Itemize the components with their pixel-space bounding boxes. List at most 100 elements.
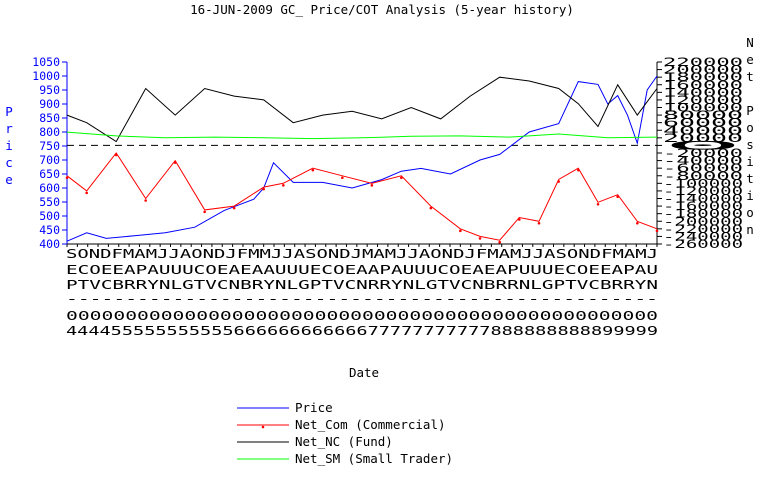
right-tick-label: -140000: [663, 192, 743, 206]
right-axis-label-letter: o: [746, 205, 754, 220]
right-tick-label: -80000: [663, 169, 743, 183]
left-tick-label: 700: [39, 153, 60, 167]
left-axis-label: Price: [5, 104, 13, 187]
right-axis-label-letter: P: [746, 103, 754, 118]
right-axis-label-letter: t: [746, 69, 754, 84]
right-tick-label: -220000: [663, 222, 743, 236]
legend-label: Net_NC (Fund): [295, 434, 393, 449]
right-tick-label: 220000: [663, 55, 743, 69]
series-net-com-point: [232, 206, 236, 210]
left-axis-label-letter: P: [5, 104, 13, 119]
x-axis-label: Date: [349, 365, 379, 380]
legend-swatch-marker: [261, 425, 265, 429]
legend-label: Net_Com (Commercial): [295, 417, 446, 432]
series-net-com-point: [85, 191, 88, 195]
series-net-com-point: [114, 153, 118, 157]
series-net-com-point: [262, 187, 265, 191]
right-tick-label: -180000: [663, 207, 743, 221]
x-label-row: ----------------------------------------…: [66, 292, 658, 306]
series-net-com-point: [498, 240, 501, 244]
right-tick-label: -240000: [663, 229, 743, 243]
x-label-row: ECOEEAPAUUUCOEAEAAUUUECOEAAPAUUUCOEAEAPU…: [66, 263, 658, 277]
series-net-com-point: [616, 195, 619, 199]
left-tick-label: 950: [39, 83, 60, 97]
right-tick-label: 0: [663, 138, 744, 152]
series-layer: [65, 75, 659, 244]
series-net-com-point: [311, 168, 315, 172]
left-tick-label: 450: [39, 223, 60, 237]
right-tick-label: 60000: [663, 116, 743, 130]
series-net-sm-small-trader: [66, 131, 658, 140]
right-tick-label: -20000: [663, 146, 743, 160]
right-tick-label: 20000: [663, 131, 743, 145]
left-axis-ticks: 4004505005506006507007508008509009501000…: [32, 55, 67, 251]
right-tick-label: 100000: [663, 101, 743, 115]
series-net-com-point: [557, 180, 560, 183]
left-axis-label-letter: r: [5, 121, 13, 136]
series-price: [66, 75, 658, 242]
legend-label: Net_SM (Small Trader): [295, 451, 453, 466]
left-tick-label: 850: [39, 111, 60, 125]
right-tick-label: -60000: [663, 161, 743, 175]
right-axis-label-letter: o: [746, 120, 754, 135]
left-tick-label: 750: [39, 139, 60, 153]
axes: [66, 62, 658, 247]
right-tick-label: -200000: [663, 214, 743, 228]
series-net-com-point: [459, 229, 462, 233]
left-tick-label: 800: [39, 125, 60, 139]
right-tick-label: 140000: [663, 85, 743, 99]
series-net-com-point: [537, 221, 541, 225]
right-axis-label-letter: t: [746, 171, 754, 186]
right-tick-label: -160000: [663, 199, 743, 213]
right-tick-label: 180000: [663, 70, 743, 84]
series-net-com-point: [596, 202, 600, 206]
left-tick-label: 900: [39, 97, 60, 111]
right-tick-label: 120000: [663, 93, 743, 107]
series-net-com-point: [577, 168, 580, 172]
right-axis-label-letter: e: [746, 52, 754, 67]
series-net-com-point: [203, 210, 206, 214]
series-net-com-point: [144, 199, 147, 202]
right-tick-label: -100000: [663, 176, 743, 190]
series-net-com-point: [478, 237, 482, 240]
left-tick-label: 1000: [32, 69, 60, 83]
series-net-com-point: [282, 184, 285, 187]
right-axis-ticks: -260000-240000-220000-200000-180000-1600…: [657, 55, 744, 251]
series-net-com-point: [655, 229, 659, 233]
right-tick-label: 80000: [663, 108, 743, 122]
series-net-com-point: [173, 161, 177, 164]
series-net-com-point: [518, 218, 521, 221]
left-tick-label: 400: [39, 237, 60, 251]
chart-title: 16-JUN-2009 GC_ Price/COT Analysis (5-ye…: [190, 2, 574, 17]
right-tick-label: -120000: [663, 184, 743, 198]
right-tick-label: -40000: [663, 154, 743, 168]
right-axis-label-letter: s: [746, 137, 754, 152]
right-tick-label: 40000: [663, 123, 743, 137]
right-tick-label: 160000: [663, 78, 743, 92]
series-net-com-point: [400, 176, 403, 180]
left-axis-label-letter: e: [5, 172, 13, 187]
series-net-com-point: [636, 221, 639, 225]
series-net-nc-fund: [66, 76, 658, 143]
left-tick-label: 650: [39, 167, 60, 181]
series-net-com-point: [429, 206, 433, 210]
series-net-com-commercial: [66, 152, 658, 241]
x-label-row: PTVCBRRYNLGTVCNBRYNLGPTVCNRRYNLGTVCNBRRN…: [66, 278, 658, 292]
right-axis-label-letter: i: [746, 154, 754, 169]
left-axis-label-letter: i: [5, 138, 13, 153]
legend: Price Net_Com (Commercial) Net_NC (Fund) Ne…: [237, 400, 453, 466]
right-axis-label-letter: i: [746, 188, 754, 203]
legend-label: Price: [295, 400, 333, 415]
series-net-com-point: [370, 184, 374, 187]
left-tick-label: 550: [39, 195, 60, 209]
x-label-row: 0000000000000000000000000000000000000000…: [66, 309, 658, 323]
x-label-row: SONDFMAMJJAONDJFMMJJASONDJMAMJJAONDJFMAM…: [66, 247, 658, 261]
left-axis-label-letter: c: [5, 155, 13, 170]
series-net-com-point: [341, 176, 344, 180]
series-net-com-point: [65, 176, 69, 180]
right-tick-label: -260000: [663, 237, 743, 251]
right-axis-label-letter: n: [746, 222, 754, 237]
left-tick-label: 500: [39, 209, 60, 223]
x-label-row: 4444555555555556666666666667777777777788…: [66, 324, 658, 338]
